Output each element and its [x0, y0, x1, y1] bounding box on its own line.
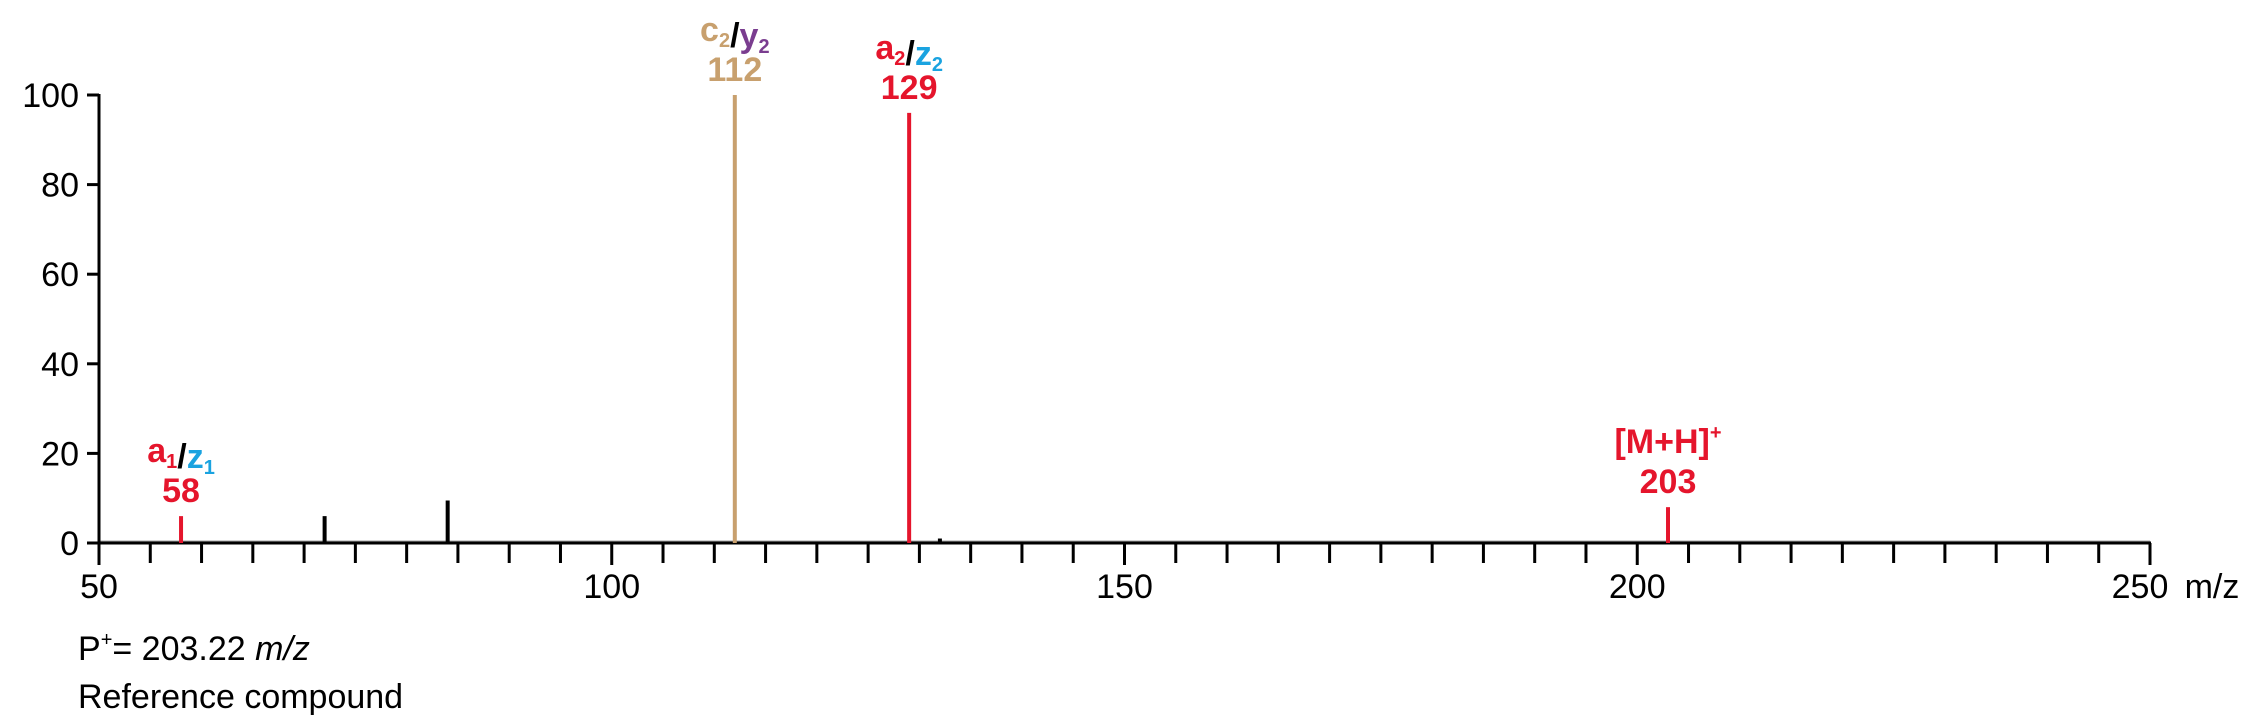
ion-label-part: 1: [166, 451, 177, 473]
ion-label-part: 2: [932, 54, 943, 76]
x-tick-label: 150: [1096, 568, 1153, 606]
precursor-value: = 203.22: [112, 630, 256, 668]
ion-label-part: 2: [719, 30, 730, 52]
peak-value-label: 112: [707, 51, 762, 89]
peak-ion-label: a2/z2: [875, 29, 943, 76]
ion-label-part: a: [875, 29, 895, 67]
precursor-unit: m/z: [255, 630, 310, 668]
x-axis: 50 100 150 200 250 m/z: [80, 541, 2240, 606]
compound-name: Reference compound: [78, 678, 404, 716]
y-tick-label: 80: [41, 167, 79, 205]
peak-ion-label: c2/y2: [700, 11, 770, 58]
x-axis-unit: m/z: [2185, 568, 2240, 606]
peak-value-label: 203: [1640, 463, 1697, 501]
ion-label-part: z: [915, 35, 932, 73]
peaks: [179, 95, 1671, 543]
ion-label-part: /: [905, 35, 915, 73]
y-tick-label: 100: [22, 77, 79, 115]
peak-ion-label: [M+H]+: [1614, 422, 1721, 461]
precursor-note: P+= 203.22 m/z: [78, 630, 310, 666]
x-tick-label: 200: [1609, 568, 1666, 606]
ion-label-part: 2: [758, 36, 769, 58]
ion-label-part: +: [1710, 422, 1722, 444]
ion-label-part: /: [177, 438, 187, 476]
precursor-charge: +: [100, 629, 113, 651]
y-tick-label: 0: [60, 525, 79, 563]
ion-label-part: z: [187, 438, 204, 476]
precursor-prefix: P: [78, 630, 101, 668]
ion-label-part: 1: [204, 457, 215, 479]
ion-label-part: y: [740, 17, 759, 55]
ion-label-part: [M+H]: [1614, 423, 1709, 461]
y-axis: 0 20 40 60 80 100: [22, 77, 101, 563]
ion-label-part: a: [147, 432, 167, 470]
x-tick-label: 100: [583, 568, 640, 606]
y-tick-label: 60: [41, 256, 79, 294]
ion-label-part: 2: [894, 48, 905, 70]
ion-label-part: c: [700, 11, 719, 49]
peak-value-label: 58: [162, 472, 200, 510]
y-tick-label: 20: [41, 435, 79, 473]
peak-ion-label: a1/z1: [147, 432, 215, 479]
peak-value-label: 129: [881, 69, 938, 107]
x-tick-label: 250: [2112, 568, 2169, 606]
ion-label-part: /: [730, 17, 740, 55]
x-tick-label: 50: [80, 568, 118, 606]
y-tick-label: 40: [41, 346, 79, 384]
